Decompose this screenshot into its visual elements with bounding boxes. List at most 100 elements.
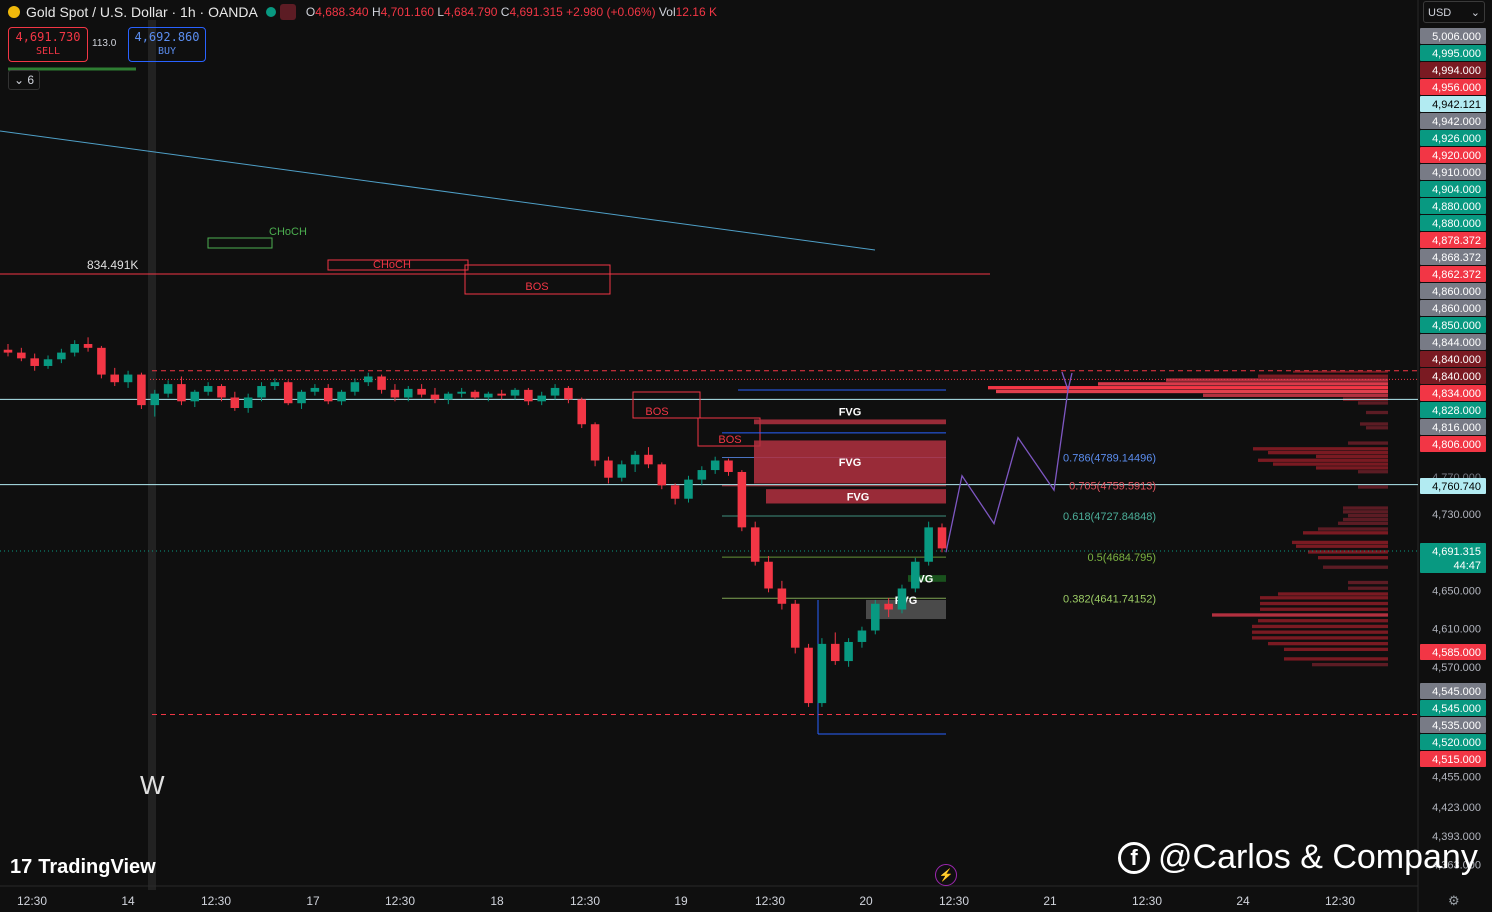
candle-body xyxy=(697,470,707,480)
candle-body xyxy=(230,397,240,408)
market-open-icon xyxy=(265,7,276,17)
candle-body xyxy=(70,344,79,353)
price-tag-bg xyxy=(1420,164,1486,180)
candle-body xyxy=(110,374,120,383)
profile-bar xyxy=(1268,641,1388,646)
x-tick-label: 12:30 xyxy=(939,894,969,908)
price-tag-bg xyxy=(1420,215,1486,231)
profile-bar xyxy=(1318,556,1388,560)
candle-body xyxy=(737,471,747,528)
profile-bar xyxy=(1212,613,1388,617)
price-tag: 4,515.000 xyxy=(1432,754,1481,766)
profile-bar xyxy=(1348,586,1388,590)
candle-body xyxy=(630,454,640,465)
price-tag: 4,535.000 xyxy=(1432,720,1481,732)
price-tag: 4,904.000 xyxy=(1432,184,1481,196)
price-tag-bg xyxy=(1420,644,1486,660)
price-tag-bg xyxy=(1420,249,1486,265)
logo-text: TradingView xyxy=(38,855,156,878)
sell-button[interactable]: 4,691.730 SELL xyxy=(8,27,88,62)
price-tag: 5,006.000 xyxy=(1432,31,1481,43)
price-tag-bg xyxy=(1420,28,1486,44)
profile-bar xyxy=(1273,462,1388,466)
fib-label: 0.5(4684.795) xyxy=(1088,552,1157,564)
profile-bar xyxy=(1358,470,1388,474)
price-tag-bg xyxy=(1420,543,1486,559)
price-tag: 4,545.000 xyxy=(1432,686,1481,698)
wave-icon[interactable] xyxy=(279,4,296,20)
candle-body xyxy=(764,561,773,589)
candle-body xyxy=(577,399,587,425)
buy-button[interactable]: 4,692.860 BUY xyxy=(128,27,206,62)
candle-body xyxy=(43,359,53,366)
candle-body xyxy=(203,386,213,392)
x-tick-label: 12:30 xyxy=(1132,894,1162,908)
symbol-title[interactable]: Gold Spot / U.S. Dollar · 1h · OANDA xyxy=(26,4,258,20)
buy-price: 4,692.860 xyxy=(134,30,200,44)
sell-price: 4,691.730 xyxy=(15,30,81,44)
candle-body xyxy=(363,376,373,383)
candle-body xyxy=(390,389,400,398)
fvg-zone xyxy=(754,419,946,425)
price-axis: 5,006.000 4,995.000 4,994.000 4,956.000 4,94… xyxy=(1420,28,1486,871)
tradingview-logo[interactable]: 17 TradingView xyxy=(10,855,156,879)
profile-bar xyxy=(1293,370,1388,373)
low-value: 4,684.790 xyxy=(444,5,498,19)
candle-body xyxy=(537,395,546,402)
candle-body xyxy=(97,347,106,375)
candle-body xyxy=(524,389,533,402)
profile-bar xyxy=(1343,510,1388,514)
candle-body xyxy=(617,464,627,478)
y-tick-label: 4,610.000 xyxy=(1432,624,1481,636)
price-tag-bg xyxy=(1420,283,1486,299)
candle-body xyxy=(350,382,360,392)
indicator-legend-toggle[interactable]: ⌄ 6 xyxy=(8,70,40,90)
facebook-icon: f xyxy=(1118,841,1150,874)
y-tick-label: 4,423.000 xyxy=(1432,802,1481,814)
candle-body xyxy=(790,603,800,648)
structure-label-choch: CHoCH xyxy=(269,226,307,238)
profile-bar xyxy=(1098,382,1388,386)
buy-label: BUY xyxy=(157,46,177,57)
watermark-text: @Carlos & Company xyxy=(1158,838,1478,876)
candle-body xyxy=(750,527,760,562)
profile-bar xyxy=(1312,662,1388,667)
structure-box-3 xyxy=(632,391,701,419)
candle-body xyxy=(430,394,440,400)
candle-body xyxy=(684,479,693,499)
price-tag-bg xyxy=(1420,334,1486,350)
candle-body xyxy=(484,393,493,398)
y-tick-label: 4,393.000 xyxy=(1432,831,1481,843)
lightning-icon[interactable]: ⚡ xyxy=(935,864,957,886)
structure-label-choch: CHoCH xyxy=(373,259,411,271)
close-value: 4,691.315 xyxy=(509,5,563,19)
profile-bar xyxy=(1348,580,1388,585)
profile-bar xyxy=(1303,531,1388,535)
profile-bar xyxy=(1258,458,1388,462)
profile-bar xyxy=(1203,393,1388,397)
y-tick-label: 4,650.000 xyxy=(1432,585,1481,597)
price-tag-bg xyxy=(1420,351,1486,367)
price-tag-bg xyxy=(1420,683,1486,699)
settings-gear-icon[interactable]: ⚙ xyxy=(1448,893,1460,908)
price-tag: 4,545.000 xyxy=(1432,703,1481,715)
volume-label: Vol xyxy=(658,5,676,19)
profile-bar xyxy=(1323,565,1388,569)
structure-label-bos: BOS xyxy=(645,406,668,418)
price-tag-bg xyxy=(1420,368,1486,384)
price-tag: 4,691.315 xyxy=(1432,546,1481,558)
price-tag: 4,920.000 xyxy=(1432,150,1481,162)
fvg-zone xyxy=(754,440,946,484)
profile-bar xyxy=(1348,441,1388,445)
x-tick-label: 21 xyxy=(1043,894,1057,908)
fib-label: 0.705(4759.5913) xyxy=(1069,481,1156,493)
low-label: L xyxy=(437,5,445,19)
currency-select[interactable]: USD ⌄ xyxy=(1423,1,1485,23)
change-value: +2.980 (+0.06%) xyxy=(566,5,656,19)
price-tag-bg xyxy=(1420,700,1486,716)
structure-label-bos: BOS xyxy=(525,281,548,293)
profile-bar xyxy=(1252,630,1388,634)
price-tag-bg xyxy=(1420,198,1486,214)
